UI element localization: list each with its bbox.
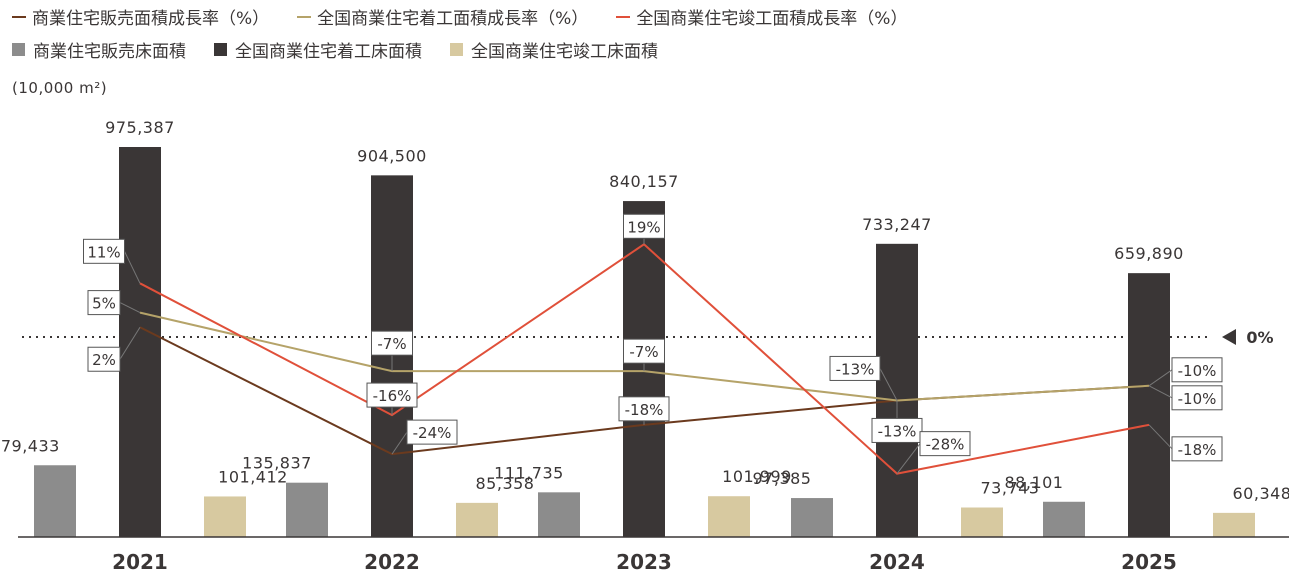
line-value-label: -28% bbox=[926, 436, 965, 454]
data-label-box bbox=[1171, 357, 1223, 383]
data-label-leader bbox=[119, 326, 141, 360]
data-label-box bbox=[371, 330, 413, 356]
bar bbox=[34, 465, 76, 537]
bar-value-label: 135,837 bbox=[242, 454, 312, 473]
line-value-label: -24% bbox=[413, 424, 452, 442]
bar bbox=[1128, 273, 1170, 537]
bar-value-label: 733,247 bbox=[862, 215, 932, 234]
legend-box-swatch bbox=[12, 43, 25, 56]
data-label-box bbox=[623, 213, 665, 239]
bar-value-label: 904,500 bbox=[357, 146, 427, 165]
data-label-box bbox=[87, 346, 121, 372]
legend-item-sales-growth: 商業住宅販売面積成長率（%） bbox=[12, 4, 269, 29]
bar bbox=[876, 243, 918, 537]
line-value-label: -10% bbox=[1178, 362, 1217, 380]
x-tick-label: 2021 bbox=[112, 550, 168, 574]
data-label-leader bbox=[1148, 424, 1173, 450]
legend-row-2: 商業住宅販売床面積 全国商業住宅着工床面積 全国商業住宅竣工床面積 bbox=[12, 37, 686, 62]
data-label-box bbox=[366, 382, 418, 408]
x-tick-label: 2022 bbox=[364, 550, 420, 574]
bar bbox=[708, 496, 750, 537]
data-label-leader bbox=[1148, 369, 1173, 387]
data-label-box bbox=[83, 238, 125, 264]
data-label-box bbox=[623, 338, 665, 364]
line-value-label: 2% bbox=[92, 351, 116, 369]
legend-item-completion-growth: 全国商業住宅竣工面積成長率（%） bbox=[616, 4, 907, 29]
data-label-box bbox=[618, 396, 670, 422]
data-label-leader bbox=[391, 431, 408, 455]
data-label-box bbox=[1171, 385, 1223, 411]
bar-value-label: 73,743 bbox=[981, 479, 1040, 498]
data-label-leader bbox=[879, 368, 898, 401]
bar bbox=[456, 502, 498, 537]
legend-item-completion-area: 全国商業住宅竣工床面積 bbox=[450, 37, 658, 62]
legend-line-swatch bbox=[12, 15, 26, 18]
line-value-label: 11% bbox=[87, 243, 120, 261]
data-label-leader bbox=[896, 443, 921, 474]
bar bbox=[791, 498, 833, 537]
x-tick-label: 2023 bbox=[616, 550, 672, 574]
line-value-label: -7% bbox=[629, 343, 658, 361]
line-value-label: 19% bbox=[627, 218, 660, 236]
bar-value-label: 101,999 bbox=[722, 467, 792, 486]
data-label-box bbox=[919, 431, 971, 457]
bar bbox=[1043, 501, 1085, 537]
legend-label: 全国商業住宅着工床面積 bbox=[235, 42, 422, 62]
bar-value-label: 60,348 bbox=[1233, 484, 1289, 503]
data-label-box bbox=[87, 290, 121, 316]
data-label-box bbox=[871, 417, 923, 443]
bar-value-label: 179,433 bbox=[0, 436, 60, 455]
bar bbox=[286, 482, 328, 537]
data-label-box bbox=[406, 419, 458, 445]
legend-label: 商業住宅販売床面積 bbox=[33, 42, 186, 62]
bar-value-label: 840,157 bbox=[609, 172, 679, 191]
line-value-label: -13% bbox=[878, 422, 917, 440]
zero-marker-icon bbox=[1222, 329, 1236, 345]
bar-value-label: 97,385 bbox=[753, 469, 812, 488]
bar-value-label: 659,890 bbox=[1114, 244, 1184, 263]
bar-value-label: 975,387 bbox=[105, 118, 175, 137]
bar-value-label: 101,412 bbox=[218, 467, 288, 486]
legend-item-start-growth: 全国商業住宅着工面積成長率（%） bbox=[297, 4, 588, 29]
bar bbox=[961, 507, 1003, 537]
legend-label: 全国商業住宅着工面積成長率（%） bbox=[317, 9, 589, 29]
legend-line-swatch bbox=[616, 15, 631, 18]
data-label-box bbox=[829, 355, 881, 381]
x-tick-label: 2025 bbox=[1121, 550, 1177, 574]
unit-label: (10,000 m²) bbox=[12, 79, 108, 97]
data-label-leader bbox=[1148, 385, 1173, 399]
zero-label: 0% bbox=[1246, 328, 1273, 347]
data-label-leader bbox=[119, 302, 141, 314]
legend-item-sales-area: 商業住宅販売床面積 bbox=[12, 37, 186, 62]
legend-line-swatch bbox=[297, 15, 312, 18]
line-value-label: -13% bbox=[836, 360, 875, 378]
line-value-label: -16% bbox=[373, 387, 412, 405]
legend-label: 全国商業住宅竣工面積成長率（%） bbox=[636, 9, 908, 29]
data-label-box bbox=[1171, 436, 1223, 462]
bar-value-label: 111,735 bbox=[494, 463, 564, 482]
bar bbox=[1213, 512, 1255, 537]
legend-box-swatch bbox=[214, 43, 227, 56]
legend-box-swatch bbox=[450, 43, 463, 56]
line-value-label: -7% bbox=[377, 335, 406, 353]
bar bbox=[538, 492, 580, 537]
legend-label: 商業住宅販売面積成長率（%） bbox=[32, 9, 270, 29]
bar-value-label: 85,358 bbox=[476, 474, 535, 493]
legend-item-start-area: 全国商業住宅着工床面積 bbox=[214, 37, 422, 62]
line-value-label: -10% bbox=[1178, 390, 1217, 408]
bar bbox=[119, 147, 161, 537]
data-label-leader bbox=[124, 251, 141, 284]
bar-value-label: 88,101 bbox=[1005, 473, 1064, 492]
line-value-label: -18% bbox=[625, 401, 664, 419]
legend-label: 全国商業住宅竣工床面積 bbox=[471, 42, 658, 62]
line-value-label: 5% bbox=[92, 295, 116, 313]
bar bbox=[204, 496, 246, 537]
legend-row-1: 商業住宅販売面積成長率（%） 全国商業住宅着工面積成長率（%） 全国商業住宅竣工… bbox=[12, 4, 935, 29]
line-value-label: -18% bbox=[1178, 441, 1217, 459]
x-tick-label: 2024 bbox=[869, 550, 925, 574]
